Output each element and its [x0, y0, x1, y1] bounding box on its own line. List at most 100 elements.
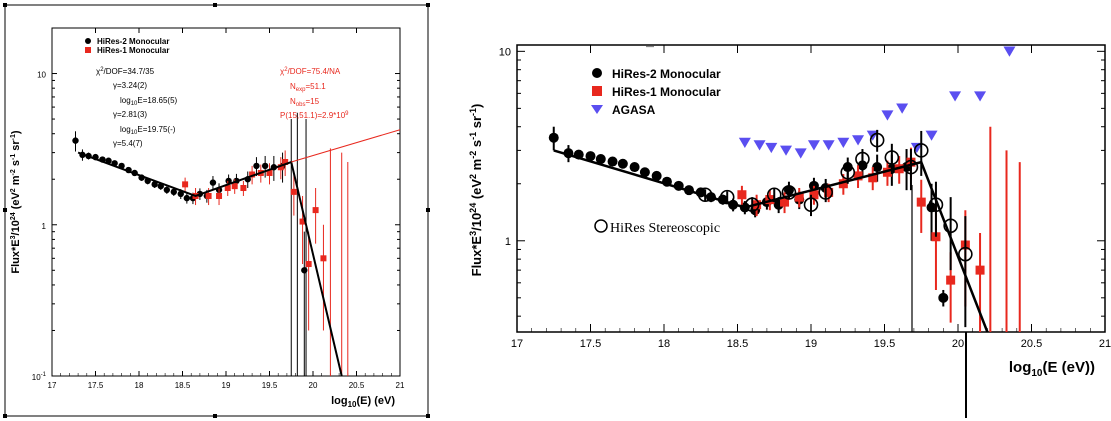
left-hires-2-monocular-point	[170, 188, 177, 196]
left-x-tick-label: 18	[135, 381, 144, 390]
right-x-tick-label: 20	[952, 338, 964, 350]
right-hires-stereoscopic-point	[943, 218, 958, 234]
right-hires-1-monocular-point	[946, 275, 956, 285]
right-x-tick-label: 18	[658, 338, 670, 350]
right-hires-1-monocular-point	[824, 187, 834, 197]
left-corner-marker	[213, 3, 217, 7]
right-x-tick-label: 17	[511, 338, 523, 350]
left-x-tick-label: 18.5	[175, 381, 191, 390]
left-hires-1-monocular-point	[224, 185, 231, 192]
left-x-tick-label: 20.5	[349, 381, 365, 390]
right-x-tick-label: 19	[805, 338, 817, 350]
right-hires-1-monocular-point	[916, 197, 926, 207]
right-hires-2-monocular-point	[651, 170, 662, 181]
left-y-tick-label: 1	[42, 222, 47, 231]
right-hires-stereoscopic-point	[913, 143, 929, 158]
left-x-tick-label: 19	[222, 381, 231, 390]
left-hires-1-monocular-point	[216, 192, 223, 199]
left-legend-hires1-marker	[85, 47, 91, 53]
right-fit-line	[553, 149, 989, 333]
left-x-tick-label: 17	[48, 381, 57, 390]
left-hires-1-monocular-point	[305, 261, 312, 268]
left-annot-logE2: log10E=19.75(-)	[120, 125, 176, 136]
right-hires-2-monocular-point	[607, 156, 618, 167]
right-hires-1-monocular-point	[838, 179, 848, 189]
left-hires-2-monocular-point	[253, 162, 260, 170]
right-xlabel: log10(E (eV))	[1009, 359, 1095, 379]
right-y-tick-label: 10	[499, 46, 511, 58]
right-agasa-point	[780, 145, 793, 156]
left-hires-1-monocular-point	[240, 185, 247, 192]
right-agasa-point	[925, 130, 938, 141]
right-hires-1-monocular-point	[809, 190, 819, 200]
right-legend-agasa-label: AGASA	[612, 103, 656, 117]
left-hires-1-monocular-point	[290, 188, 297, 195]
left-ylabel: Flux*E3/1024 (eV2 m-2 s-1 sr-1)	[10, 130, 22, 274]
left-marks	[72, 112, 401, 377]
left-x-tick-label: 19.5	[262, 381, 278, 390]
right-hires-stereoscopic-point	[869, 132, 885, 148]
right-hires-stereoscopic-point	[719, 189, 735, 205]
left-hires-2-monocular-point	[183, 194, 191, 202]
left-hires-2-monocular-point	[261, 162, 269, 170]
right-agasa-point	[753, 140, 766, 151]
right-hires-1-monocular-point	[780, 197, 790, 207]
left-chart: 17 17.5 18 18.5 19 19.5 20 20.5 21 10-1 1 10 log10(…	[3, 3, 430, 418]
left-hires-1-monocular-point	[320, 255, 327, 262]
right-legend-stereo-marker	[594, 219, 608, 233]
left-corner-marker	[3, 414, 7, 418]
left-extrapolation-line	[291, 129, 401, 163]
right-x-tick-label: 18.5	[727, 338, 748, 350]
right-agasa-point	[852, 135, 865, 146]
right-agasa-point	[1003, 46, 1016, 57]
left-xlabel: log10(E) (eV)	[331, 395, 395, 409]
right-agasa-point	[910, 142, 923, 154]
right-x-tick-label: 21	[1099, 338, 1111, 350]
left-y-tick-label: 10	[37, 71, 46, 80]
left-annot-chi2: χ2/DOF=34.7/35	[96, 67, 155, 76]
right-legend-agasa-marker	[591, 105, 603, 114]
left-outer-frame	[4, 4, 429, 417]
left-hires-1-monocular-point	[266, 169, 273, 176]
right-agasa-point	[974, 91, 987, 102]
right-agasa-point	[807, 140, 820, 151]
right-ylabel: Flux*E3/1024 (eV2 m-2 s-1 sr-1)	[468, 104, 484, 277]
left-legend-hires2-marker	[85, 38, 91, 44]
left-y-tick-label: 10-1	[32, 372, 47, 382]
right-hires-2-monocular-point	[585, 151, 596, 162]
left-annot-gamma2: γ=2.81(3)	[113, 110, 147, 119]
right-marks	[548, 46, 1021, 418]
left-annot-gamma3: γ=5.4(7)	[113, 139, 143, 148]
right-hires-2-monocular-point	[938, 292, 949, 303]
left-corner-marker	[426, 414, 430, 418]
left-hires-2-monocular-point	[72, 137, 79, 144]
left-legend-hires1-label: HiRes-1 Monocular	[97, 46, 169, 55]
right-hires-2-monocular-point	[617, 158, 628, 169]
left-fit-line	[77, 151, 343, 377]
left-corner-marker	[426, 208, 430, 212]
right-hires-2-monocular-point	[872, 162, 883, 173]
right-hires-stereoscopic-point	[855, 151, 870, 167]
left-corner-marker	[3, 208, 7, 212]
right-hires-2-monocular-point	[639, 167, 650, 178]
left-hires-1-monocular-point	[282, 159, 289, 166]
right-hires-stereoscopic-point	[958, 246, 973, 262]
left-annot-gamma1: γ=3.24(2)	[113, 81, 147, 90]
left-hires-2-monocular-point	[301, 267, 308, 274]
right-axes: 17 17.5 18 18.5 19 19.5 20 20.5 21 1 10	[499, 45, 1111, 350]
left-hires-1-monocular-point	[182, 181, 189, 188]
right-agasa-point	[837, 137, 850, 148]
right-legend-hires2-marker	[592, 68, 602, 78]
right-hires-stereoscopic-point	[803, 197, 819, 213]
left-x-tick-label: 21	[396, 381, 405, 390]
right-hires-1-monocular-point	[853, 171, 863, 181]
right-agasa-point	[896, 103, 909, 114]
right-agasa-point	[765, 142, 778, 154]
right-agasa-point	[822, 140, 835, 151]
right-legend-stereo-label: HiRes Stereoscopic	[610, 221, 720, 236]
right-agasa-point	[738, 137, 751, 148]
left-hires-1-monocular-point	[231, 183, 238, 190]
left-hires-2-monocular-point	[177, 190, 184, 198]
left-corner-marker	[3, 3, 7, 7]
left-hires-1-monocular-point	[249, 171, 256, 178]
